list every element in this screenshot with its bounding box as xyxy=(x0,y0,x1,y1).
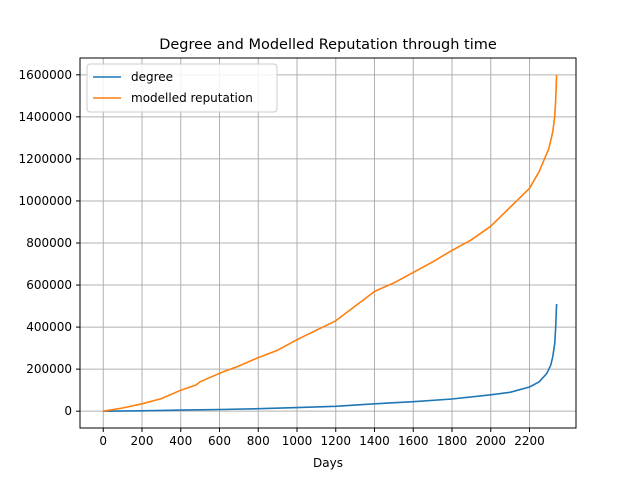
y-axis: 0 200000 400000 600000 800000 1000000 1200000 1… xyxy=(19,68,80,418)
x-tick-label: 200 xyxy=(131,434,154,448)
x-axis-label: Days xyxy=(313,456,343,470)
x-tick-label: 1400 xyxy=(359,434,390,448)
x-axis: 0 200 400 600 800 1000 1200 1400 1600 1800 2000 220… xyxy=(99,428,545,448)
legend-box xyxy=(86,63,278,113)
x-tick-label: 1200 xyxy=(320,434,351,448)
y-tick-label: 1400000 xyxy=(19,110,72,124)
y-tick-label: 600000 xyxy=(26,278,72,292)
x-tick-label: 0 xyxy=(99,434,107,448)
series-line-modelled-reputation xyxy=(103,74,558,412)
grid xyxy=(80,58,576,428)
x-tick-label: 1600 xyxy=(398,434,429,448)
x-tick-label: 600 xyxy=(208,434,231,448)
series-group xyxy=(103,74,558,412)
x-tick-label: 2200 xyxy=(514,434,545,448)
x-tick-label: 2000 xyxy=(475,434,506,448)
legend: degree modelled reputation xyxy=(86,63,278,113)
legend-label: degree xyxy=(131,70,173,84)
x-tick-label: 800 xyxy=(247,434,270,448)
chart-title: Degree and Modelled Reputation through t… xyxy=(159,37,497,53)
y-tick-label: 1200000 xyxy=(19,152,72,166)
y-tick-label: 800000 xyxy=(26,236,72,250)
y-tick-label: 1000000 xyxy=(19,194,72,208)
x-tick-label: 400 xyxy=(169,434,192,448)
y-tick-label: 200000 xyxy=(26,362,72,376)
x-tick-label: 1000 xyxy=(282,434,313,448)
series-line-degree xyxy=(103,303,558,412)
y-tick-label: 1600000 xyxy=(19,68,72,82)
y-tick-label: 0 xyxy=(64,404,72,418)
x-tick-label: 1800 xyxy=(437,434,468,448)
legend-label: modelled reputation xyxy=(131,91,253,105)
y-tick-label: 400000 xyxy=(26,320,72,334)
